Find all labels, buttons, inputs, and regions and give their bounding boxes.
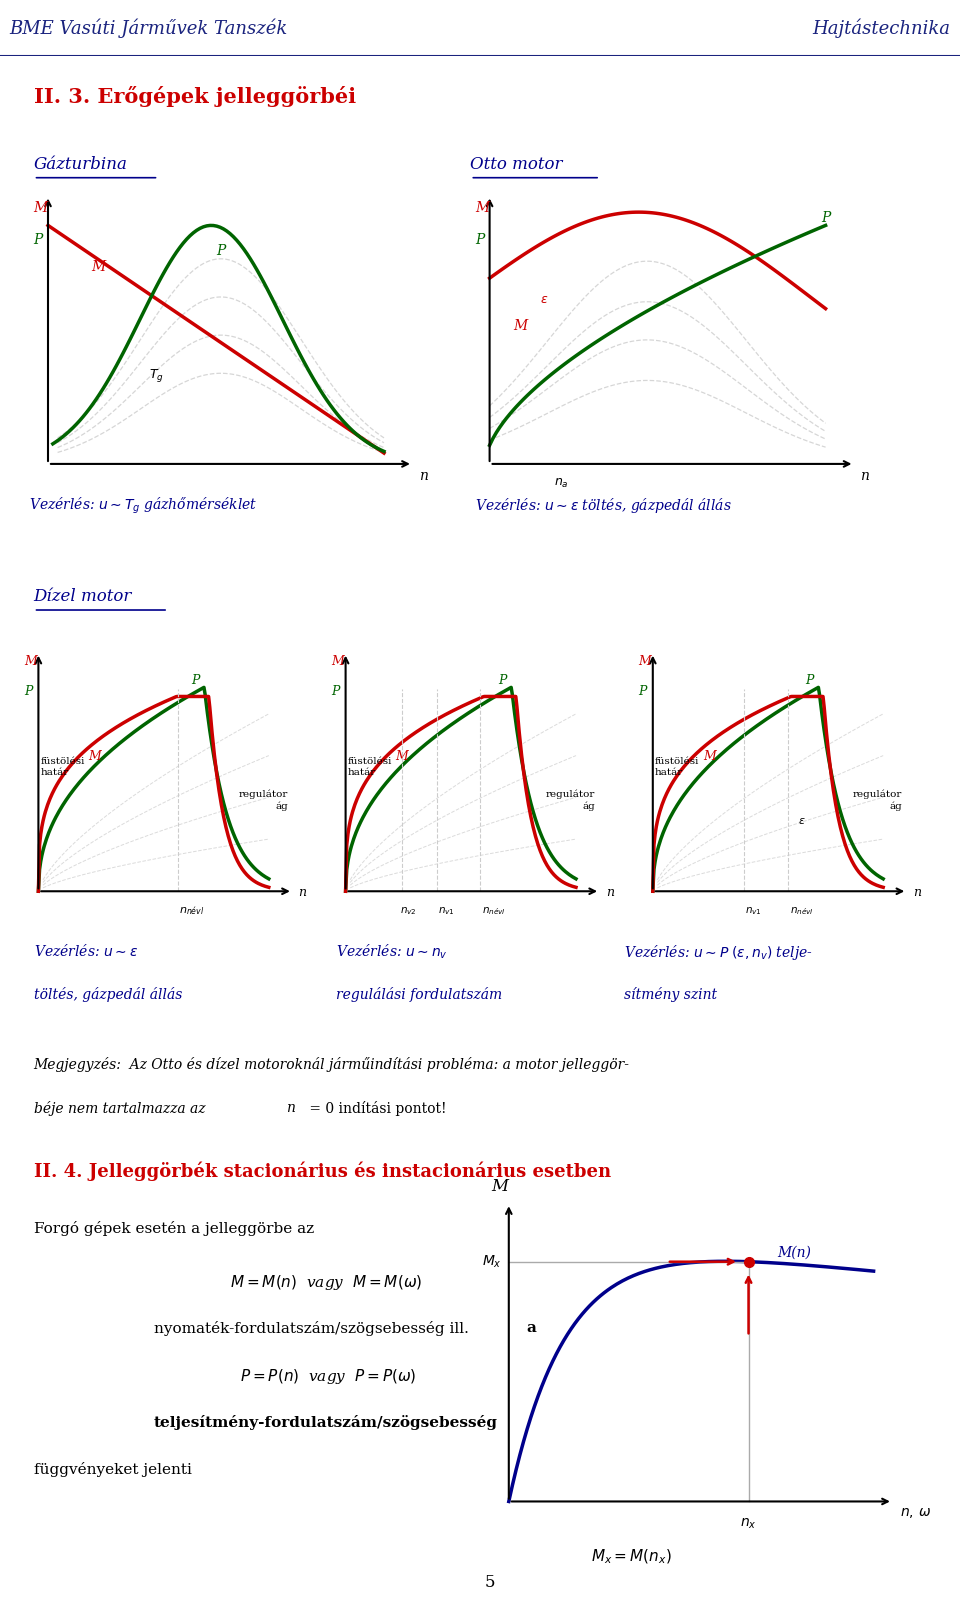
Text: $n_x$: $n_x$ — [740, 1516, 756, 1531]
Text: M: M — [703, 750, 715, 763]
Text: $n_{névl}$: $n_{névl}$ — [180, 905, 204, 916]
Text: $n_{v1}$: $n_{v1}$ — [745, 905, 762, 916]
Text: Vezérlés: $u \sim \varepsilon$ töltés, gázpedál állás: Vezérlés: $u \sim \varepsilon$ töltés, g… — [475, 495, 732, 515]
Text: P: P — [498, 674, 507, 687]
Text: $M_x$: $M_x$ — [482, 1253, 502, 1269]
Text: Vezérlés: $u \sim \varepsilon$: Vezérlés: $u \sim \varepsilon$ — [34, 944, 137, 960]
Text: regulátor
ág: regulátor ág — [853, 790, 902, 811]
Text: M(n): M(n) — [778, 1245, 811, 1260]
Text: P: P — [331, 684, 340, 697]
Text: n: n — [606, 886, 613, 898]
Text: füstölési
határ: füstölési határ — [348, 756, 392, 777]
Text: n: n — [860, 469, 869, 482]
Text: P: P — [216, 244, 226, 258]
Text: $\varepsilon$: $\varepsilon$ — [540, 294, 548, 306]
Text: = 0 indítási pontot!: = 0 indítási pontot! — [305, 1102, 446, 1116]
Text: a: a — [526, 1321, 536, 1334]
Text: M: M — [91, 260, 106, 274]
Text: füstölési
határ: füstölési határ — [40, 756, 84, 777]
Text: $n,\,\omega$: $n,\,\omega$ — [900, 1507, 931, 1521]
Text: P: P — [191, 674, 200, 687]
Text: M: M — [331, 655, 344, 668]
Text: $P = P(n)$  vagy  $P = P(\omega)$: $P = P(n)$ vagy $P = P(\omega)$ — [240, 1368, 417, 1386]
Text: $n_{névl}$: $n_{névl}$ — [790, 905, 813, 916]
Text: M: M — [638, 655, 651, 668]
Text: töltés, gázpedál állás: töltés, gázpedál állás — [34, 987, 182, 1002]
Text: $M = M(n)$  vagy  $M = M(\omega)$: $M = M(n)$ vagy $M = M(\omega)$ — [230, 1273, 422, 1292]
Text: II. 3. Erőgépek jelleggörbéi: II. 3. Erőgépek jelleggörbéi — [34, 85, 356, 108]
Text: Hajtástechnika: Hajtástechnika — [812, 18, 950, 39]
Text: Forgó gépek esetén a jelleggörbe az: Forgó gépek esetén a jelleggörbe az — [34, 1221, 314, 1236]
Text: $n_{v2}$: $n_{v2}$ — [399, 905, 417, 916]
Text: M: M — [34, 200, 48, 215]
Text: $\varepsilon$: $\varepsilon$ — [798, 816, 805, 826]
Text: nyomaték-fordulatszám/szögsebesség ill.: nyomaték-fordulatszám/szögsebesség ill. — [154, 1321, 473, 1336]
Text: sítmény szint: sítmény szint — [624, 987, 717, 1002]
Text: Vezérlés: $u \sim P\;(\varepsilon, n_v)$ telje-: Vezérlés: $u \sim P\;(\varepsilon, n_v)$… — [624, 944, 813, 961]
Text: P: P — [34, 234, 43, 247]
Text: M: M — [514, 319, 528, 332]
Text: BME Vasúti Járművek Tanszék: BME Vasúti Járművek Tanszék — [10, 18, 288, 39]
Text: regulálási fordulatszám: regulálási fordulatszám — [336, 987, 502, 1002]
Text: P: P — [821, 211, 830, 226]
Text: $n_{v1}$: $n_{v1}$ — [438, 905, 455, 916]
Text: béje nem tartalmazza az: béje nem tartalmazza az — [34, 1102, 209, 1116]
Text: regulátor
ág: regulátor ág — [239, 790, 288, 811]
Text: $T_g$: $T_g$ — [149, 368, 163, 384]
Text: II. 4. Jelleggörbék stacionárius és instacionárius esetben: II. 4. Jelleggörbék stacionárius és inst… — [34, 1161, 611, 1181]
Text: P: P — [24, 684, 33, 697]
Text: M: M — [396, 750, 408, 763]
Text: P: P — [638, 684, 647, 697]
Text: M: M — [24, 655, 36, 668]
Text: füstölési
határ: füstölési határ — [655, 756, 699, 777]
Text: n: n — [913, 886, 921, 898]
Text: regulátor
ág: regulátor ág — [546, 790, 595, 811]
Text: $n_a$: $n_a$ — [554, 477, 569, 490]
Text: P: P — [475, 234, 485, 247]
Text: $M_x = M(n_x)$: $M_x = M(n_x)$ — [591, 1547, 672, 1566]
Text: teljesítmény-fordulatszám/szögsebesség: teljesítmény-fordulatszám/szögsebesség — [154, 1415, 497, 1431]
Text: n: n — [299, 886, 306, 898]
Text: M: M — [475, 200, 490, 215]
Text: 5: 5 — [485, 1574, 494, 1590]
Text: $n_{névl}$: $n_{névl}$ — [483, 905, 506, 916]
Text: M: M — [492, 1179, 509, 1195]
Text: függvényeket jelenti: függvényeket jelenti — [34, 1461, 191, 1478]
Text: n: n — [286, 1102, 295, 1115]
Text: M: M — [88, 750, 101, 763]
Text: n: n — [419, 469, 427, 482]
Text: Vezérlés: $u \sim n_v$: Vezérlés: $u \sim n_v$ — [336, 944, 447, 961]
Text: Gázturbina: Gázturbina — [34, 156, 128, 173]
Text: Vezérlés: $u \sim T_g$ gázhőmérséklet: Vezérlés: $u \sim T_g$ gázhőmérséklet — [29, 495, 257, 516]
Text: Megjegyzés:  Az Otto és dízel motoroknál járműindítási probléma: a motor jellegg: Megjegyzés: Az Otto és dízel motoroknál … — [34, 1057, 630, 1073]
Text: P: P — [805, 674, 814, 687]
Text: Dízel motor: Dízel motor — [34, 589, 132, 605]
Text: Otto motor: Otto motor — [470, 156, 563, 173]
